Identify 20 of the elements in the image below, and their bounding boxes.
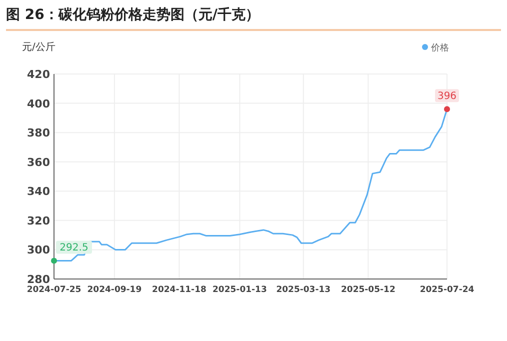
x-tick-label: 2025-01-13	[212, 285, 267, 295]
legend-label: 价格	[430, 42, 449, 54]
y-tick-label: 360	[27, 156, 50, 169]
x-tick-label: 2025-03-13	[276, 285, 331, 295]
x-tick-label: 2024-07-25	[26, 285, 82, 295]
y-axis-title: 元/公斤	[22, 41, 56, 53]
chart-title: 图 26：碳化钨粉价格走势图（元/千克）	[6, 6, 260, 23]
y-tick-label: 300	[27, 244, 50, 257]
y-tick-label: 420	[27, 68, 50, 81]
x-tick-label: 2024-09-19	[87, 285, 142, 295]
y-tick-label: 280	[27, 273, 50, 286]
y-tick-label: 400	[27, 97, 50, 110]
x-tick-label: 2025-05-12	[340, 285, 396, 295]
annotation: 292.5	[60, 242, 88, 254]
y-tick-label: 340	[27, 185, 50, 198]
x-tick-label: 2025-07-24	[420, 285, 474, 295]
y-tick-label: 380	[27, 126, 50, 140]
x-tick-label: 2024-11-18	[152, 285, 207, 295]
y-tick-label: 320	[27, 214, 50, 228]
annotation: 396	[437, 91, 457, 102]
